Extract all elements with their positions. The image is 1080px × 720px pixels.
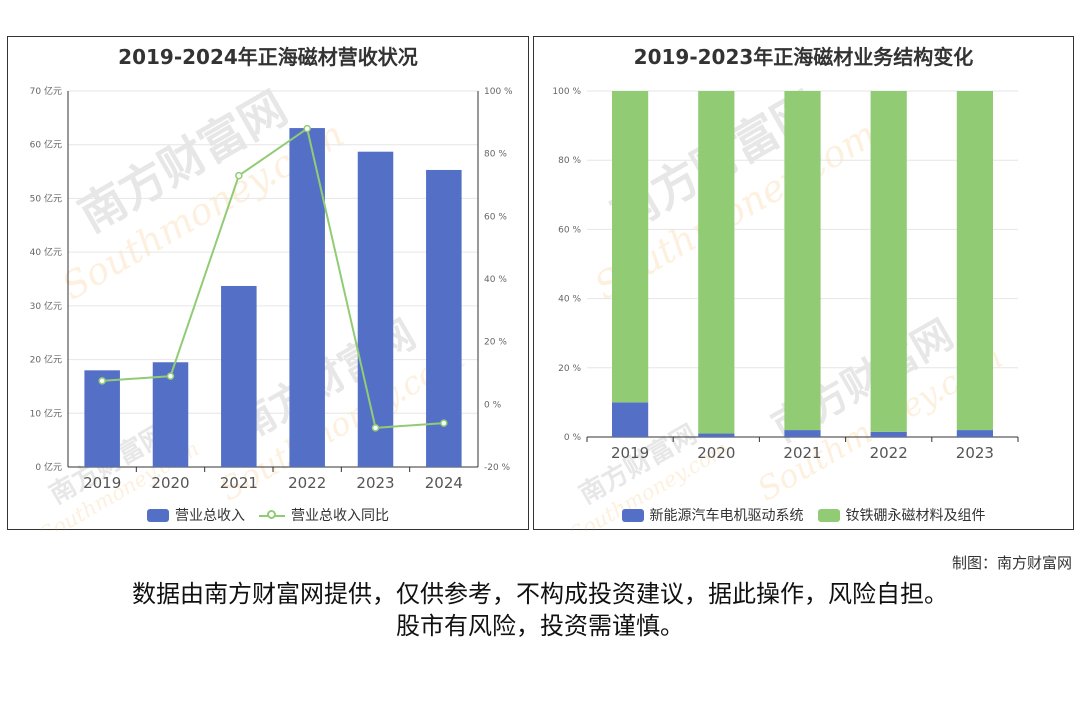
bar-revenue-2019: [84, 370, 120, 467]
revenue-chart-legend: 营业总收入 营业总收入同比: [8, 505, 528, 525]
x-tick-label: 2023: [356, 474, 394, 492]
bar-revenue-2021: [221, 285, 257, 467]
revenue-chart-plot: 南方财富网Southmoney.com南方财富网Southmoney.com南方…: [30, 81, 513, 531]
legend-label-yoy: 营业总收入同比: [291, 508, 389, 524]
y-tick-label: 0 %: [564, 433, 582, 443]
y-tick-label-right: 40 %: [484, 275, 507, 285]
y-tick-label: 60 %: [558, 225, 581, 235]
point-yoy-2024: [440, 419, 448, 427]
legend-item-revenue[interactable]: 营业总收入: [147, 505, 245, 525]
x-tick-label: 2022: [870, 444, 908, 462]
y-tick-label-right: 100 %: [484, 87, 513, 97]
revenue-chart-panel: 2019-2024年正海磁材营收状况 南方财富网 Southmoney.com 南方…: [7, 36, 529, 531]
bar-segment-ndfeb-2019: [611, 91, 649, 403]
legend-item-ev-drive[interactable]: 新能源汽车电机驱动系统: [621, 505, 804, 525]
legend-swatch-bar: [147, 508, 169, 522]
structure-chart-panel: 2019-2023年正海磁材业务结构变化 南方财富网Southmoney.com…: [533, 36, 1074, 531]
point-yoy-2021: [235, 171, 243, 180]
bar-segment-ev-drive-2022: [870, 431, 907, 437]
point-yoy-2019: [98, 377, 106, 385]
legend-swatch-line: [259, 509, 285, 522]
legend-label-ev-drive: 新能源汽车电机驱动系统: [649, 508, 804, 524]
bar-revenue-2023: [357, 151, 394, 467]
structure-chart-plot: 南方财富网Southmoney.com南方财富网Southmoney.com南方…: [552, 81, 1019, 531]
chart-credit: 制图：南方财富网: [951, 554, 1072, 572]
disclaimer-line-1: 数据由南方财富网提供，仅供参考，不构成投资建议，据此操作，风险自担。: [132, 580, 948, 608]
y-tick-label-right: 80 %: [484, 150, 507, 160]
x-tick-label: 2023: [956, 444, 994, 462]
x-tick-label: 2021: [220, 474, 258, 492]
y-tick-label-right: 0 %: [484, 400, 502, 410]
bar-segment-ndfeb-2022: [870, 91, 907, 432]
x-tick-label: 2019: [83, 474, 121, 492]
point-yoy-2022: [303, 124, 311, 133]
y-tick-label-right: 60 %: [484, 212, 507, 222]
point-yoy-2023: [371, 424, 380, 432]
x-tick-label: 2024: [425, 474, 463, 492]
structure-chart-title: 2019-2023年正海磁材业务结构变化: [633, 45, 974, 69]
y-tick-label: 20 %: [558, 364, 581, 374]
y-tick-label-left: 20 亿元: [30, 354, 62, 366]
y-tick-label-right: -20 %: [484, 463, 511, 473]
y-tick-label-left: 10 亿元: [30, 407, 62, 419]
bar-segment-ev-drive-2020: [698, 433, 735, 437]
y-tick-label-left: 40 亿元: [30, 246, 62, 258]
y-tick-label: 40 %: [558, 295, 581, 305]
x-tick-label: 2019: [611, 444, 649, 462]
legend-item-yoy[interactable]: 营业总收入同比: [259, 505, 389, 525]
disclaimer-line-2: 股市有风险，投资需谨慎。: [396, 612, 684, 640]
bar-revenue-2024: [426, 169, 462, 467]
line-yoy: [102, 126, 444, 429]
bar-segment-ndfeb-2021: [784, 91, 821, 431]
legend-swatch-blue: [621, 508, 644, 522]
y-tick-label-left: 50 亿元: [30, 192, 62, 204]
bar-segment-ev-drive-2021: [784, 430, 821, 437]
y-tick-label: 80 %: [558, 156, 581, 166]
y-tick-label-left: 0 亿元: [35, 461, 62, 473]
bar-segment-ev-drive-2019: [611, 402, 649, 437]
legend-item-ndfeb[interactable]: 钕铁硼永磁材料及组件: [817, 505, 986, 525]
structure-chart-legend: 新能源汽车电机驱动系统 钕铁硼永磁材料及组件: [534, 505, 1073, 525]
legend-swatch-green: [817, 508, 840, 522]
bar-segment-ndfeb-2020: [698, 91, 735, 434]
disclaimer: 数据由南方财富网提供，仅供参考，不构成投资建议，据此操作，风险自担。 股市有风险…: [0, 578, 1080, 642]
x-tick-label: 2021: [783, 444, 821, 462]
legend-label-revenue: 营业总收入: [175, 508, 245, 524]
point-yoy-2020: [166, 372, 175, 380]
x-tick-label: 2020: [151, 474, 189, 492]
y-tick-label-left: 30 亿元: [30, 300, 62, 312]
x-tick-label: 2020: [697, 444, 735, 462]
bar-segment-ndfeb-2023: [956, 91, 994, 431]
bar-segment-ev-drive-2023: [956, 430, 994, 437]
legend-label-ndfeb: 钕铁硼永磁材料及组件: [845, 508, 986, 524]
y-tick-label: 100 %: [552, 87, 581, 97]
y-tick-label-left: 60 亿元: [30, 139, 62, 151]
x-tick-label: 2022: [288, 474, 326, 492]
y-tick-label-right: 20 %: [484, 338, 507, 348]
revenue-chart-title: 2019-2024年正海磁材营收状况: [118, 45, 418, 69]
y-tick-label-left: 70 亿元: [30, 85, 62, 97]
